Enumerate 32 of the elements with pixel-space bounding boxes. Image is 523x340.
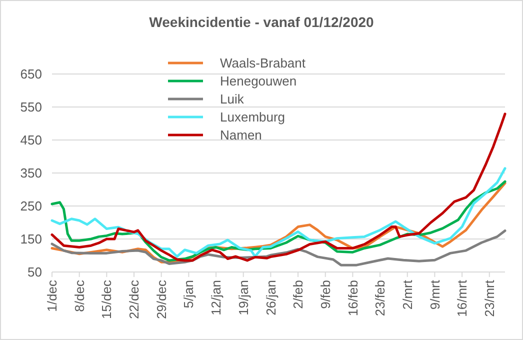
x-tick-label: 9/feb (318, 280, 333, 309)
x-tick-label: 15/dec (99, 280, 114, 320)
legend-label: Namen (220, 128, 262, 143)
legend-label: Henegouwen (220, 74, 297, 89)
y-tick-label: 250 (20, 198, 42, 214)
x-tick-label: 22/dec (126, 280, 142, 320)
legend-label: Luxemburg (220, 110, 286, 125)
x-tick-label: 12/jan (208, 280, 224, 316)
chart-title: Weekincidentie - vanaf 01/12/2020 (149, 14, 374, 30)
y-tick-label: 350 (20, 166, 42, 181)
x-tick-label: 19/jan (236, 280, 251, 316)
x-tick-label: 16/feb (345, 280, 360, 316)
x-tick-label: 9/mrt (427, 280, 442, 310)
x-tick-label: 8/dec (72, 280, 87, 312)
x-tick-label: 5/jan (181, 280, 196, 308)
y-tick-label: 50 (28, 264, 42, 280)
line-series (50, 112, 506, 262)
x-tick-label: 1/dec (44, 280, 60, 312)
y-tick-label: 150 (20, 232, 42, 247)
x-tick-label: 23/feb (372, 280, 388, 316)
legend-label: Waals-Brabant (220, 56, 306, 71)
x-tick-label: 23/mrt (482, 280, 497, 317)
legend-label: Luik (220, 92, 244, 107)
x-tick-label: 2/mrt (400, 280, 415, 310)
y-tick-label: 650 (20, 66, 42, 82)
x-tick-label: 2/feb (290, 280, 306, 309)
y-tick-label: 450 (20, 132, 42, 148)
x-tick-label: 16/mrt (454, 280, 470, 317)
line-series (50, 167, 506, 258)
y-tick-label: 550 (20, 100, 42, 115)
x-tick-label: 26/jan (263, 280, 278, 316)
x-tick-label: 29/dec (154, 280, 169, 320)
